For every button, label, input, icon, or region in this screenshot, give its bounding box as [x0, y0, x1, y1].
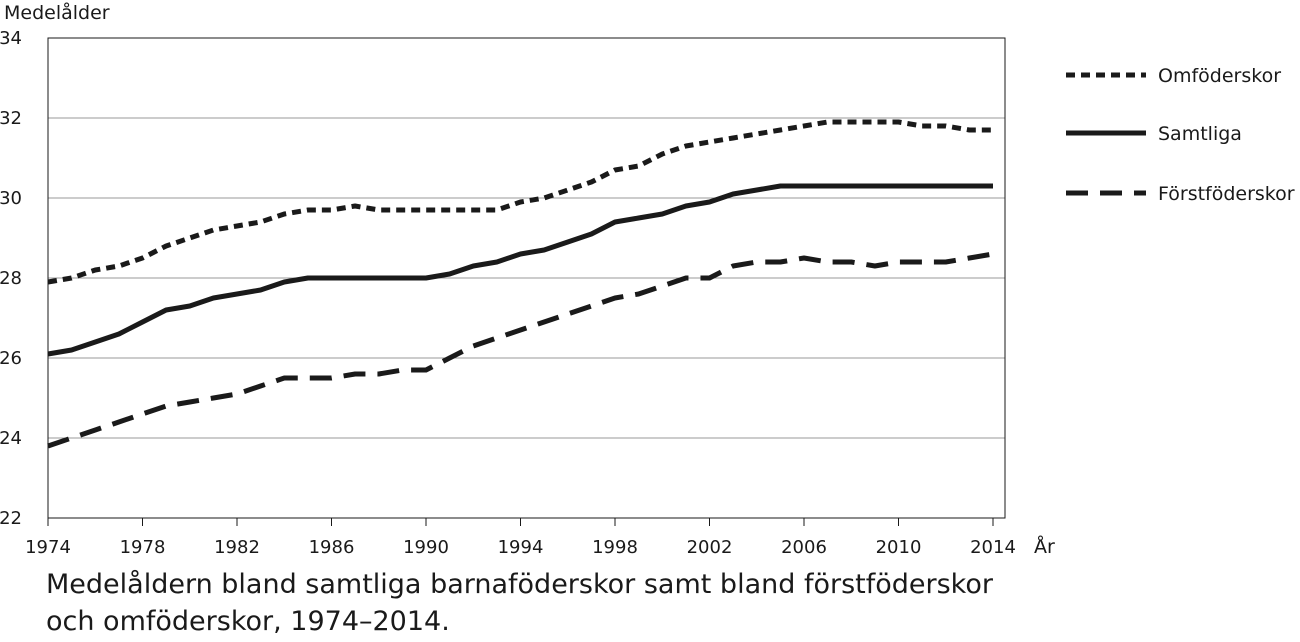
- x-tick-label: 1994: [498, 537, 544, 558]
- x-tick-label: 1978: [120, 537, 166, 558]
- x-tick-label: 1990: [403, 537, 449, 558]
- legend-label: Förstföderskor: [1158, 183, 1295, 205]
- x-tick-label: 1998: [592, 537, 638, 558]
- figure-caption: Medelåldern bland samtliga barnafödersko…: [46, 569, 993, 637]
- x-axis-label: År: [1034, 535, 1055, 558]
- y-tick-label: 26: [0, 348, 22, 369]
- x-tick-label: 1986: [309, 537, 355, 558]
- series-line-2: [47, 183, 993, 357]
- gridlines: [48, 117, 1005, 439]
- x-axis-ticks: 1974 1978 1982 1986 1990 1994 1998 2002 2006 2010…: [25, 518, 1016, 558]
- legend: Omföderskor Samtliga Förstföderskor: [1066, 65, 1295, 205]
- y-axis-label: Medelålder: [4, 1, 110, 24]
- x-tick-label: 2002: [687, 537, 733, 558]
- y-tick-label: 30: [0, 188, 22, 209]
- series-line-3: [47, 251, 994, 449]
- x-tick-label: 2010: [876, 537, 922, 558]
- x-tick-label: 2006: [781, 537, 827, 558]
- y-tick-label: 28: [0, 268, 22, 289]
- y-tick-label: 22: [0, 508, 22, 529]
- legend-label: Samtliga: [1158, 123, 1242, 145]
- y-tick-label: 32: [0, 108, 22, 129]
- x-tick-label: 2014: [970, 537, 1016, 558]
- y-axis-ticks: 22 24 26 28 30 32 34: [0, 28, 22, 529]
- line-chart: 1974 1978 1982 1986 1990 1994 1998 2002 2006 2010…: [0, 1, 1295, 558]
- x-tick-label: 1982: [214, 537, 260, 558]
- y-tick-label: 34: [0, 28, 22, 49]
- plot-frame: [47, 37, 1006, 519]
- legend-label: Omföderskor: [1158, 65, 1281, 87]
- x-tick-label: 1974: [25, 537, 71, 558]
- series-line-1: [47, 119, 993, 285]
- series-layer: [47, 119, 994, 449]
- y-tick-label: 24: [0, 428, 22, 449]
